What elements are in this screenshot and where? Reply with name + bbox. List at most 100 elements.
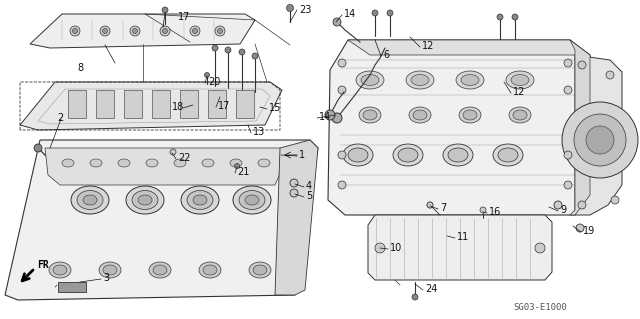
Ellipse shape [245,195,259,205]
Text: 4: 4 [306,181,312,191]
Ellipse shape [461,75,479,85]
Ellipse shape [83,195,97,205]
Text: 14: 14 [319,112,332,122]
Circle shape [427,202,433,208]
Ellipse shape [199,262,221,278]
Text: 14: 14 [344,9,356,19]
Polygon shape [30,14,255,48]
Circle shape [427,202,433,208]
Ellipse shape [49,262,71,278]
Ellipse shape [202,159,214,167]
Circle shape [512,14,518,20]
Circle shape [338,151,346,159]
Circle shape [333,18,341,26]
Ellipse shape [71,186,109,214]
Text: FR.: FR. [37,260,54,270]
Circle shape [252,53,258,59]
Circle shape [100,26,110,36]
Circle shape [535,243,545,253]
Polygon shape [368,215,552,280]
Text: 11: 11 [457,232,469,242]
Ellipse shape [513,110,527,120]
Circle shape [325,110,335,120]
Text: 10: 10 [390,243,403,253]
Ellipse shape [509,107,531,123]
Text: 13: 13 [253,127,265,137]
Text: 3: 3 [103,273,109,283]
Text: 19: 19 [583,226,595,236]
Circle shape [215,26,225,36]
Text: 12: 12 [513,87,525,97]
Ellipse shape [181,186,219,214]
Circle shape [576,224,584,232]
Circle shape [338,86,346,94]
Text: 2: 2 [57,113,63,123]
Text: 20: 20 [208,77,220,87]
Circle shape [287,4,294,11]
Text: 21: 21 [237,167,250,177]
Ellipse shape [132,190,158,210]
Circle shape [290,189,298,197]
Circle shape [160,26,170,36]
Bar [96,90,114,118]
Ellipse shape [448,148,468,162]
Circle shape [102,28,108,33]
Circle shape [332,113,342,123]
Polygon shape [570,40,590,215]
Bar [58,282,86,292]
Polygon shape [275,140,318,295]
Circle shape [218,28,223,33]
Circle shape [338,59,346,67]
Ellipse shape [103,265,117,275]
Circle shape [130,26,140,36]
Ellipse shape [393,144,423,166]
Ellipse shape [361,75,379,85]
Text: 12: 12 [422,41,435,51]
Circle shape [562,102,638,178]
Ellipse shape [146,159,158,167]
Circle shape [162,7,168,13]
Text: 7: 7 [440,203,446,213]
Circle shape [212,45,218,51]
Circle shape [387,10,393,16]
Circle shape [372,10,378,16]
Text: 1: 1 [299,150,305,160]
Circle shape [205,72,209,78]
Text: 9: 9 [560,205,566,215]
Ellipse shape [359,107,381,123]
Ellipse shape [406,71,434,89]
Ellipse shape [230,159,242,167]
Polygon shape [328,40,590,215]
Circle shape [225,47,231,53]
Ellipse shape [506,71,534,89]
Ellipse shape [99,262,121,278]
Ellipse shape [498,148,518,162]
Ellipse shape [153,265,167,275]
Ellipse shape [511,75,529,85]
Ellipse shape [363,110,377,120]
Ellipse shape [348,148,368,162]
Circle shape [564,181,572,189]
Circle shape [554,201,562,209]
Circle shape [564,151,572,159]
Ellipse shape [411,75,429,85]
Ellipse shape [203,265,217,275]
Ellipse shape [239,190,265,210]
Text: 8: 8 [77,63,83,73]
Text: 15: 15 [269,103,282,113]
Bar [180,90,198,118]
Ellipse shape [356,71,384,89]
Circle shape [72,28,77,33]
Ellipse shape [249,262,271,278]
Ellipse shape [193,195,207,205]
Ellipse shape [233,186,271,214]
Ellipse shape [253,265,267,275]
Ellipse shape [398,148,418,162]
Text: 18: 18 [172,102,184,112]
Ellipse shape [126,186,164,214]
Circle shape [375,243,385,253]
Text: 17: 17 [178,12,190,22]
Text: 16: 16 [489,207,501,217]
Ellipse shape [187,190,213,210]
Bar [208,90,226,118]
